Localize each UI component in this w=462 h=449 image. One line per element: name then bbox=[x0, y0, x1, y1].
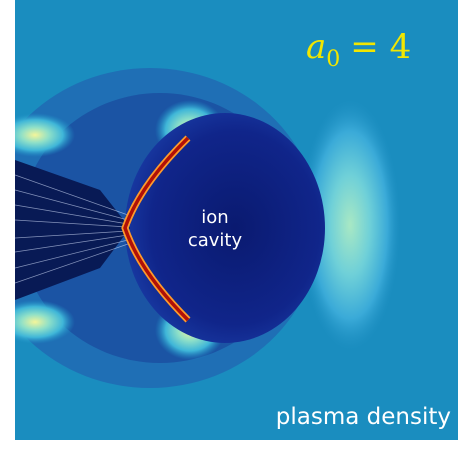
density-figure: a0 = 4 ion cavity plasma density bbox=[0, 0, 462, 449]
parameter-label: a0 = 4 bbox=[306, 27, 411, 72]
symbol: a bbox=[306, 27, 326, 67]
page: a0= 4 ion cavity plasma density (() => {… bbox=[0, 0, 462, 449]
cavity-label-line1: ion bbox=[201, 207, 228, 228]
subscript: 0 bbox=[326, 47, 340, 72]
caption: plasma density bbox=[276, 404, 451, 430]
relation: = 4 bbox=[350, 27, 411, 67]
cavity-label-line2: cavity bbox=[188, 230, 243, 251]
